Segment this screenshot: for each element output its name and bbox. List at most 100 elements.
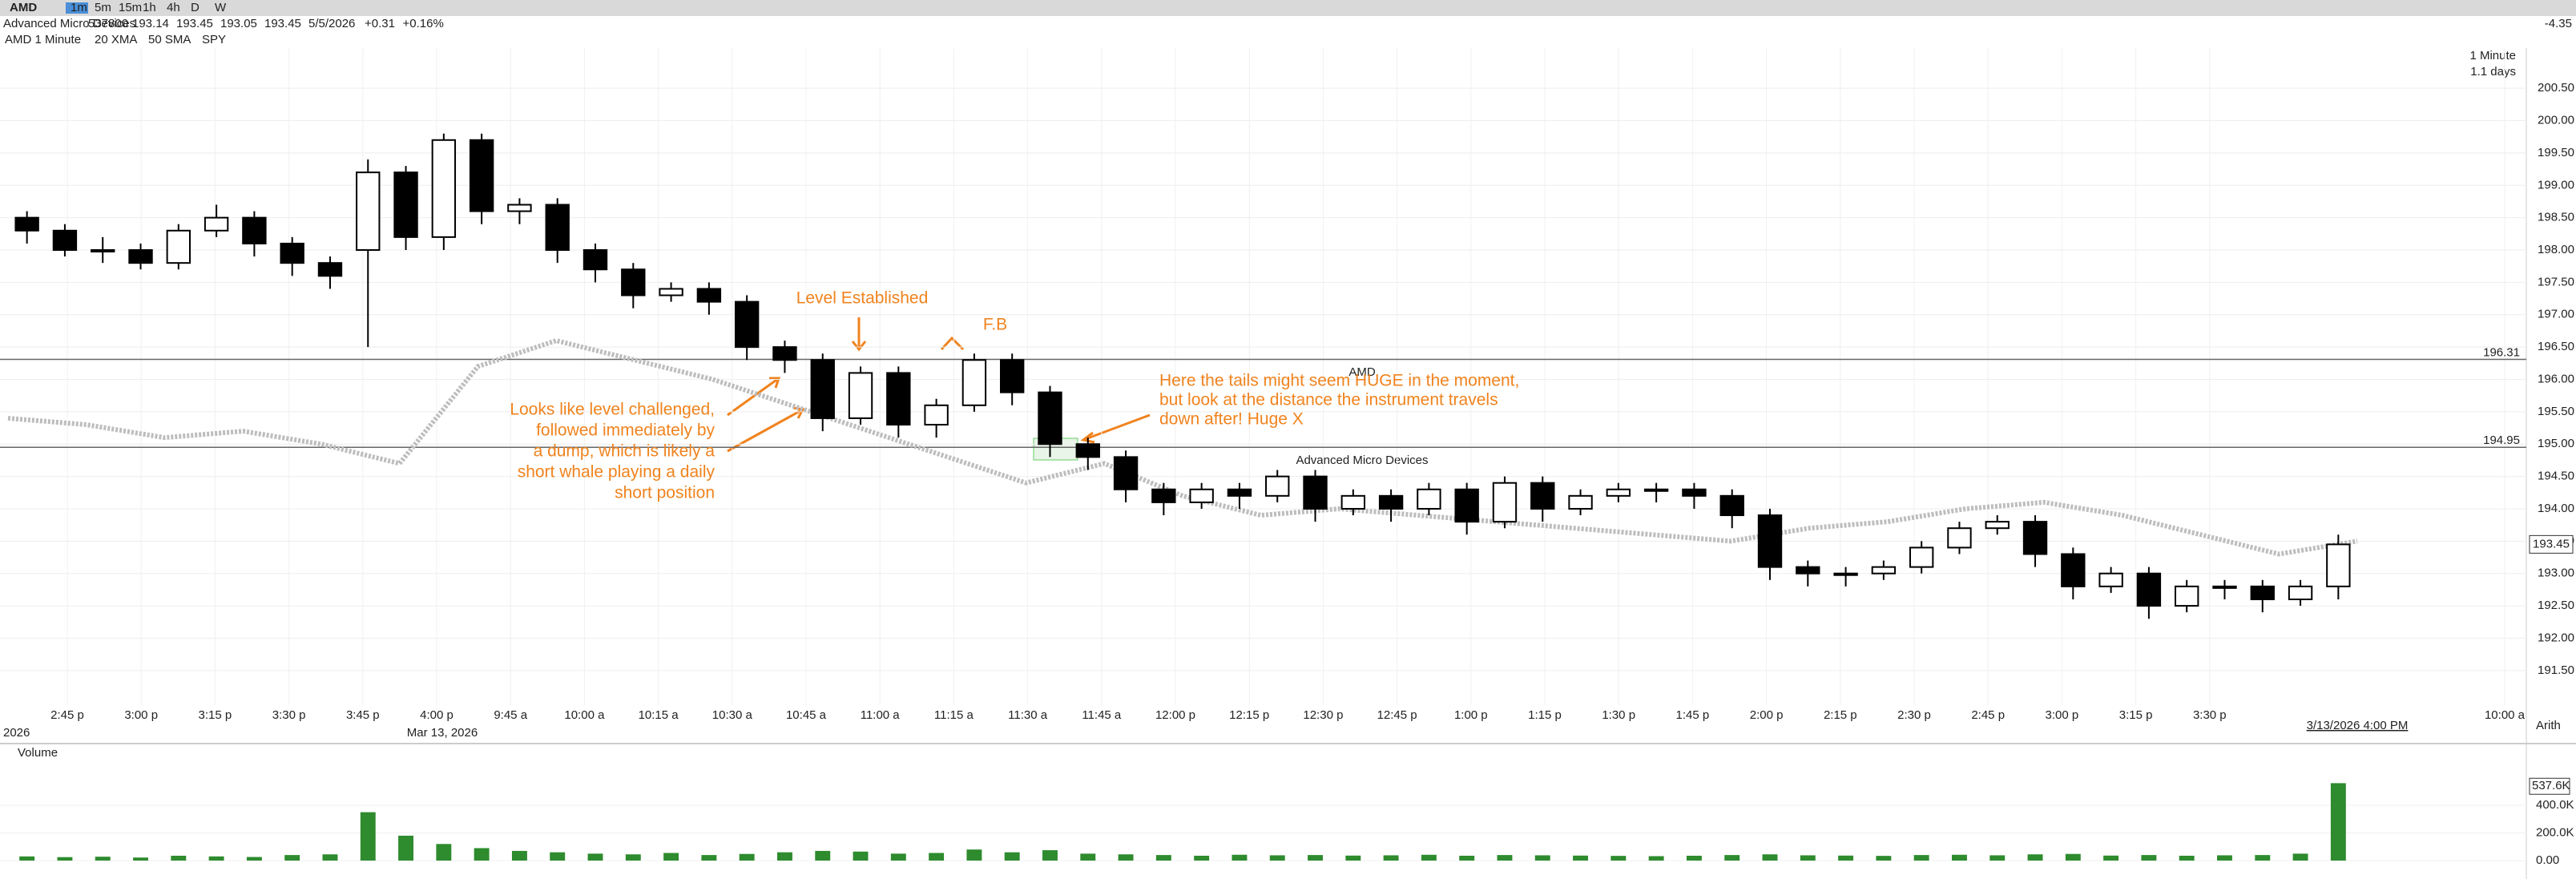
volume-bar <box>929 853 945 861</box>
candle-body <box>2098 572 2123 587</box>
volume-title: Volume <box>18 746 58 760</box>
candle-body <box>1189 488 1214 503</box>
candle-body <box>1606 488 1631 497</box>
timeframe-button[interactable]: 1h <box>143 1 156 14</box>
annotation-arrows <box>727 317 1151 453</box>
active-timeframe[interactable] <box>66 2 88 14</box>
candle-body <box>469 139 494 212</box>
volume-bar <box>1989 855 2006 861</box>
volume-bar <box>890 853 906 861</box>
volume-bar <box>474 848 490 861</box>
candle-body <box>621 268 646 296</box>
volume-bar <box>19 856 35 861</box>
candle-body <box>1947 527 1972 549</box>
scale-mode[interactable]: Arith <box>2536 719 2561 732</box>
annotation: a dump, which is likely a <box>534 442 716 461</box>
volume-bar <box>853 851 869 861</box>
volume-bar <box>133 857 148 861</box>
candle-body <box>52 229 78 252</box>
y-tick-label: 195.00 <box>2538 437 2574 450</box>
volume-bar <box>1080 853 1096 861</box>
timeframe-button[interactable]: D <box>191 1 200 14</box>
timeframe-button[interactable]: 1m <box>71 1 87 14</box>
candle-body <box>1643 488 1669 492</box>
annotation: followed immediately by <box>536 421 715 440</box>
candle-body <box>1719 494 1744 517</box>
x-tick-label: 1:30 p <box>1602 708 1635 722</box>
last-price: 193.45 <box>2533 537 2570 550</box>
quote-field: +0.31 <box>365 17 395 30</box>
annotation: F.B <box>983 316 1007 334</box>
level-label: 196.31 <box>2483 345 2520 359</box>
candle-body <box>659 288 683 296</box>
volume-bar <box>246 857 262 861</box>
x-tick-label: 3:00 p <box>124 708 158 722</box>
volume-bar <box>2217 855 2232 861</box>
date-label: 2026 <box>3 726 30 740</box>
volume-bar <box>739 853 755 861</box>
volume-bar <box>1383 855 1399 861</box>
volume-bar <box>436 844 452 861</box>
volume-bar <box>2065 853 2081 861</box>
candle-body <box>1909 546 1934 568</box>
x-tick-label: 9:45 a <box>494 708 527 722</box>
volume-bar <box>663 853 679 861</box>
toolbar <box>0 0 2576 16</box>
date-label: 3/13/2026 4:00 PM <box>2307 719 2409 732</box>
volume-bar <box>171 855 187 861</box>
volume-bar <box>1421 854 1437 861</box>
x-tick-label: 10:00 a <box>564 708 605 722</box>
volume-bar <box>1876 856 1892 861</box>
candle-body <box>128 249 153 264</box>
volume-bar <box>2179 855 2195 861</box>
candle-body <box>772 346 797 361</box>
y-tick-label: 195.50 <box>2538 405 2574 418</box>
candle-body <box>1833 572 1858 576</box>
x-tick-label: 12:30 p <box>1303 708 1343 722</box>
volume-bar <box>2103 855 2119 861</box>
y-tick-label: 192.00 <box>2538 631 2574 644</box>
y-tick-label: 200.50 <box>2538 81 2574 95</box>
quote-field: +0.16% <box>403 17 444 30</box>
y-tick-label: 192.50 <box>2538 599 2574 612</box>
candle-body <box>2061 553 2086 587</box>
timeframe-button[interactable]: 15m <box>119 1 142 14</box>
timeframe-info: 1 Minute <box>2469 49 2516 62</box>
x-tick-label: 3:45 p <box>346 708 380 722</box>
candle-body <box>1303 475 1328 510</box>
timeframe-button[interactable]: 5m <box>95 1 111 14</box>
x-tick-label: 12:00 p <box>1155 708 1195 722</box>
y-tick-label: 199.00 <box>2538 178 2574 192</box>
annotation: Here the tails might seem HUGE in the mo… <box>1159 372 1519 390</box>
timeframe-button[interactable]: W <box>215 1 227 14</box>
candle-body <box>1038 391 1062 446</box>
volume-bar <box>57 857 73 861</box>
x-tick-label: 11:45 a <box>1082 708 1122 722</box>
candle-body <box>1454 488 1479 523</box>
volume-bar <box>1345 855 1361 861</box>
legend-item[interactable]: 20 XMA <box>95 33 137 46</box>
volume-bar <box>208 856 224 861</box>
y-tick-label: 197.00 <box>2538 308 2574 321</box>
candle-body <box>2136 572 2162 607</box>
volume-bar <box>1497 855 1513 861</box>
legend-item[interactable]: AMD 1 Minute <box>5 33 81 46</box>
candle-body <box>1075 443 1100 458</box>
y-tick-label: 199.50 <box>2538 146 2574 159</box>
quote-field: 193.45 <box>264 17 301 30</box>
annotation: but look at the distance the instrument … <box>1159 391 1498 409</box>
legend-item[interactable]: SPY <box>202 33 226 46</box>
volume-bar <box>322 854 338 861</box>
candle-body <box>1796 566 1820 575</box>
volume-bar <box>1534 855 1550 861</box>
x-tick-label: 1:15 p <box>1528 708 1562 722</box>
volume-last: 537.6K <box>2532 779 2570 792</box>
volume-bar <box>2292 853 2308 861</box>
legend-item[interactable]: 50 SMA <box>148 33 191 46</box>
timeframe-button[interactable]: 4h <box>167 1 180 14</box>
candle-body <box>242 216 267 244</box>
x-tick-label: 1:45 p <box>1676 708 1710 722</box>
candle-body <box>280 242 304 264</box>
watermark: Advanced Micro Devices <box>1296 454 1428 467</box>
